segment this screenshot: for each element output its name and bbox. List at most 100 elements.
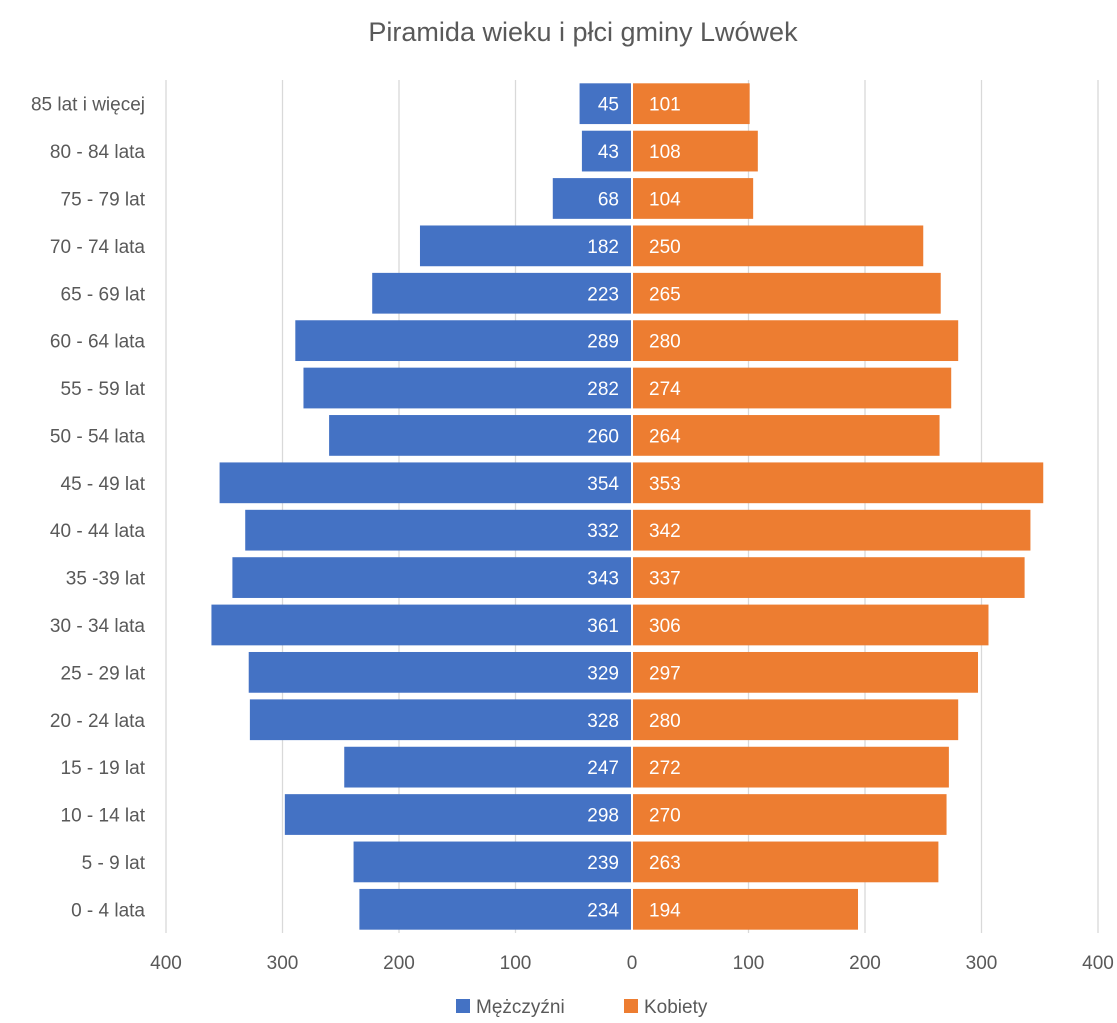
data-label-male-4: 223 [587, 284, 619, 305]
data-label-male-14: 247 [587, 758, 619, 779]
data-label-male-2: 68 [598, 189, 619, 210]
x-tick-label-3: 100 [500, 953, 532, 974]
category-label-10: 35 -39 lat [66, 569, 146, 590]
data-label-male-1: 43 [598, 142, 619, 163]
data-label-female-2: 104 [649, 189, 681, 210]
data-label-female-15: 270 [649, 806, 681, 827]
bar-male-85-lat-i-wi-cej [579, 83, 632, 125]
bar-female-40-44-lata [632, 509, 1031, 551]
data-label-female-14: 272 [649, 758, 681, 779]
data-label-female-4: 265 [649, 284, 681, 305]
bar-male-50-54-lata [329, 415, 632, 456]
bar-female-50-54-lata [632, 415, 940, 456]
data-label-female-11: 306 [649, 616, 681, 637]
category-label-1: 80 - 84 lata [50, 142, 145, 163]
bar-female-55-59-lat [632, 367, 952, 409]
bar-female-70-74-lata [632, 225, 924, 267]
category-label-9: 40 - 44 lata [50, 521, 145, 542]
category-label-2: 75 - 79 lat [61, 189, 146, 210]
bar-male-80-84-lata [581, 130, 632, 172]
bar-male-35-39-lat [232, 557, 632, 598]
bar-male-45-49-lat [219, 462, 632, 504]
bar-male-55-59-lat [303, 367, 632, 409]
data-label-female-16: 263 [649, 853, 681, 874]
category-label-6: 55 - 59 lat [61, 379, 146, 400]
category-label-0: 85 lat i więcej [31, 95, 145, 116]
x-tick-label-8: 400 [1082, 953, 1114, 974]
data-label-male-12: 329 [587, 663, 619, 684]
category-label-4: 65 - 69 lat [61, 284, 146, 305]
data-label-female-10: 337 [649, 569, 681, 590]
data-label-male-13: 328 [587, 711, 619, 732]
bar-female-65-69-lat [632, 272, 941, 314]
chart-title: Piramida wieku i płci gminy Lwówek [368, 17, 798, 47]
category-label-3: 70 - 74 lata [50, 237, 145, 258]
bar-female-80-84-lata [632, 130, 758, 172]
category-label-7: 50 - 54 lata [50, 426, 145, 447]
data-label-male-7: 260 [587, 426, 619, 447]
data-label-male-10: 343 [587, 569, 619, 590]
bar-female-25-29-lat [632, 651, 979, 693]
bar-male-70-74-lata [419, 225, 632, 267]
x-tick-label-4: 0 [627, 953, 638, 974]
bar-male-5-9-lat [353, 841, 632, 883]
data-label-female-9: 342 [649, 521, 681, 542]
category-label-11: 30 - 34 lata [50, 616, 145, 637]
bar-male-15-19-lat [344, 746, 632, 788]
category-label-5: 60 - 64 lata [50, 332, 145, 353]
bar-female-85-lat-i-wi-cej [632, 83, 750, 125]
data-label-male-16: 239 [587, 853, 619, 874]
category-label-13: 20 - 24 lata [50, 711, 145, 732]
bar-female-45-49-lat [632, 462, 1044, 504]
legend-label-male: Mężczyźni [476, 997, 565, 1018]
x-tick-label-0: 400 [150, 953, 182, 974]
data-label-female-13: 280 [649, 711, 681, 732]
bar-male-10-14-lat [284, 794, 632, 835]
bar-female-35-39-lat [632, 557, 1025, 598]
bar-female-15-19-lat [632, 746, 949, 788]
category-label-17: 0 - 4 lata [71, 900, 145, 921]
data-label-male-9: 332 [587, 521, 619, 542]
x-tick-label-7: 300 [966, 953, 998, 974]
legend-label-female: Kobiety [644, 997, 708, 1018]
category-label-14: 15 - 19 lat [61, 758, 146, 779]
data-label-male-0: 45 [598, 95, 619, 116]
legend-swatch-female [624, 999, 638, 1013]
data-label-male-3: 182 [587, 237, 619, 258]
bar-male-40-44-lata [245, 509, 632, 551]
bar-female-10-14-lat [632, 794, 947, 835]
category-label-16: 5 - 9 lat [82, 853, 146, 874]
data-labels: 45 101 43 108 68 104 182 250 223 265 289 280 282 274 2… [587, 95, 681, 922]
x-tick-label-5: 100 [733, 953, 765, 974]
data-label-male-11: 361 [587, 616, 619, 637]
data-label-male-15: 298 [587, 806, 619, 827]
legend-swatch-male [456, 999, 470, 1013]
bar-male-0-4-lata [359, 888, 632, 930]
category-labels: 85 lat i więcej 80 - 84 lata 75 - 79 lat 70… [31, 95, 146, 922]
bar-male-75-79-lat [552, 178, 632, 219]
x-tick-label-2: 200 [383, 953, 415, 974]
bar-female-5-9-lat [632, 841, 939, 883]
bar-male-65-69-lat [372, 272, 632, 314]
bar-male-30-34-lata [211, 604, 632, 646]
bar-female-30-34-lata [632, 604, 989, 646]
category-label-12: 25 - 29 lat [61, 663, 146, 684]
bar-female-20-24-lata [632, 699, 959, 741]
data-label-female-8: 353 [649, 474, 681, 495]
data-label-female-17: 194 [649, 900, 681, 921]
bar-female-0-4-lata [632, 888, 859, 930]
x-tick-label-6: 200 [849, 953, 881, 974]
x-axis-tick-labels: 400 300 200 100 0 100 200 300 400 [150, 953, 1114, 974]
data-label-female-0: 101 [649, 95, 681, 116]
bar-male-25-29-lat [248, 651, 632, 693]
data-label-female-3: 250 [649, 237, 681, 258]
data-label-female-12: 297 [649, 663, 681, 684]
data-label-female-6: 274 [649, 379, 681, 400]
data-label-female-1: 108 [649, 142, 681, 163]
bar-male-60-64-lata [295, 320, 632, 362]
bars [211, 80, 1044, 933]
data-label-female-5: 280 [649, 332, 681, 353]
data-label-male-8: 354 [587, 474, 619, 495]
x-tick-label-1: 300 [267, 953, 299, 974]
